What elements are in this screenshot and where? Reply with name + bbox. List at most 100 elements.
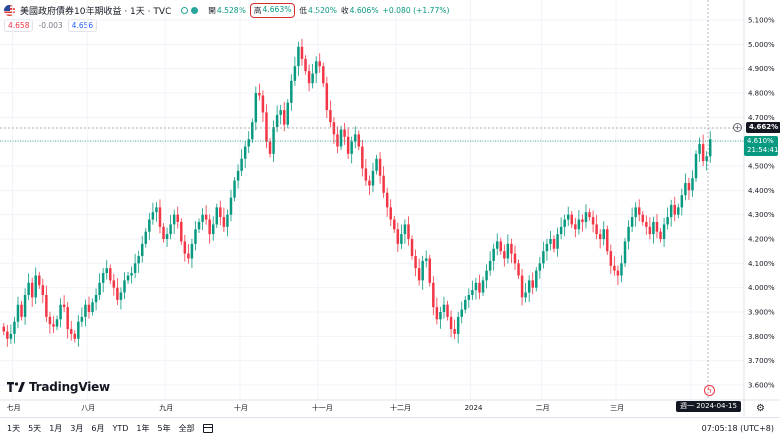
y-tick-label: 4.300% — [748, 211, 775, 219]
candle-body — [162, 226, 165, 239]
candle-body — [275, 114, 279, 128]
timeframe-1y[interactable]: 1年 — [136, 424, 150, 433]
time-axis[interactable]: 七月八月九月十月十一月十二月2024二月三月四月 — [0, 399, 780, 412]
candle-body — [190, 243, 194, 259]
candle-body — [286, 102, 290, 125]
candle-body — [545, 243, 549, 252]
candle-body — [517, 263, 520, 276]
candle-body — [52, 324, 55, 327]
candle-body — [666, 217, 669, 225]
candle-body — [616, 270, 620, 276]
candle-body — [325, 83, 329, 111]
candle-body — [627, 226, 630, 242]
bottom-toolbar: 1天 5天 1月 3月 6月 YTD 1年 5年 全部 07:05:18 (UT… — [0, 417, 780, 439]
candle-body — [364, 168, 368, 181]
candle-body — [495, 241, 499, 249]
candle-body — [339, 129, 343, 147]
candle-body — [27, 282, 30, 295]
candle-body — [101, 273, 105, 283]
candle-body — [112, 280, 116, 288]
timeframe-ytd[interactable]: YTD — [112, 424, 129, 433]
flash-icon[interactable]: ϟ — [704, 385, 715, 396]
candle-body — [662, 224, 666, 239]
candle-body — [130, 273, 133, 276]
candle-body — [584, 212, 588, 222]
candle-body — [204, 214, 208, 220]
candle-body — [684, 183, 687, 196]
timeframe-5d[interactable]: 5天 — [28, 424, 42, 433]
plus-icon[interactable]: + — [733, 123, 742, 132]
x-tick-label: 2024 — [465, 404, 483, 412]
timeframe-1d[interactable]: 1天 — [7, 424, 21, 433]
timeframe-all[interactable]: 全部 — [178, 424, 195, 433]
candle-body — [708, 139, 712, 157]
data-status-icon — [191, 6, 199, 14]
candle-body — [375, 158, 378, 171]
calendar-icon[interactable] — [202, 424, 213, 433]
candle-body — [613, 265, 616, 271]
candle-body — [346, 136, 350, 154]
candle-body — [566, 214, 570, 220]
y-tick-label: 4.500% — [748, 163, 775, 171]
timezone-clock[interactable]: 07:05:18 (UTC+8) — [701, 424, 774, 433]
tradingview-logo[interactable]: TradingView — [7, 380, 110, 394]
price-axis[interactable]: 5.100%5.000%4.900%4.800%4.700%4.600%4.50… — [743, 0, 775, 417]
candle-body — [542, 251, 545, 264]
candle-body — [2, 326, 6, 332]
candle-body — [48, 316, 52, 325]
candle-body — [9, 333, 13, 339]
low-value: 4.520% — [308, 5, 337, 15]
candle-body — [140, 243, 144, 257]
y-tick-label: 3.900% — [748, 309, 775, 317]
timeframe-1m[interactable]: 1月 — [49, 424, 63, 433]
candle-body — [183, 241, 187, 254]
candle-body — [453, 329, 456, 334]
symbol-title[interactable]: 美國政府債券10年期收益 · 1天 · TVC — [20, 6, 172, 17]
candle-body — [66, 307, 69, 330]
y-tick-label: 4.100% — [748, 260, 775, 268]
candle-body — [211, 224, 215, 235]
candle-body — [272, 127, 275, 154]
gear-icon[interactable]: ⚙ — [756, 403, 765, 414]
candle-body — [400, 234, 403, 244]
candle-body — [503, 251, 506, 259]
timeframe-3m[interactable]: 3月 — [70, 424, 84, 433]
y-tick-label: 3.700% — [748, 357, 775, 365]
timeframe-5y[interactable]: 5年 — [157, 424, 171, 433]
candle-body — [282, 110, 286, 125]
candle-body — [385, 192, 389, 208]
candle-body — [137, 256, 140, 264]
candle-body — [488, 260, 492, 271]
candle-body — [38, 275, 41, 286]
candle-body — [623, 241, 627, 264]
candle-body — [243, 146, 247, 159]
candle-body — [155, 207, 158, 213]
candle-body — [556, 234, 559, 249]
candle-body — [219, 207, 222, 218]
candle-body — [226, 214, 229, 227]
candle-body — [510, 243, 513, 254]
candle-body — [378, 158, 382, 176]
candle-body — [350, 141, 353, 154]
candle-body — [549, 239, 552, 244]
candle-body — [62, 304, 66, 308]
candle-body — [499, 241, 503, 252]
timeframe-6m[interactable]: 6月 — [91, 424, 105, 433]
candle-body — [652, 221, 655, 235]
candle-body — [300, 46, 304, 59]
candle-body — [677, 207, 680, 215]
y-tick-label: 4.400% — [748, 187, 775, 195]
candle-body — [588, 212, 591, 218]
y-tick-label: 5.100% — [748, 17, 775, 25]
x-tick-label: 十月 — [234, 403, 248, 412]
chart-grid — [0, 0, 744, 400]
price-chart[interactable]: 5.100%5.000%4.900%4.800%4.700%4.600%4.50… — [0, 0, 780, 417]
y-tick-label: 4.800% — [748, 90, 775, 98]
candle-body — [233, 180, 236, 198]
candle-body — [478, 282, 481, 293]
market-status-icon — [181, 6, 189, 14]
candle-body — [577, 219, 581, 230]
candle-body — [464, 299, 467, 310]
candle-body — [109, 268, 112, 281]
candle-body — [648, 226, 652, 235]
